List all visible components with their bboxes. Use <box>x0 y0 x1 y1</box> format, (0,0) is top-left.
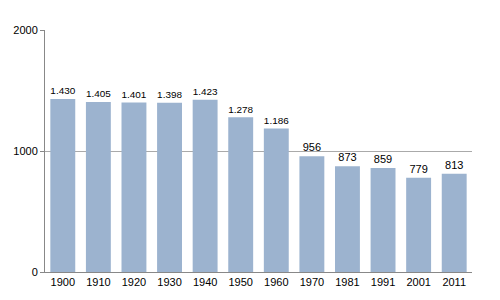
svg-text:813: 813 <box>445 159 463 171</box>
svg-text:1981: 1981 <box>335 276 359 288</box>
svg-text:1991: 1991 <box>371 276 395 288</box>
svg-text:1.401: 1.401 <box>122 89 147 100</box>
svg-text:779: 779 <box>409 163 427 175</box>
svg-text:1940: 1940 <box>193 276 217 288</box>
svg-text:1910: 1910 <box>86 276 110 288</box>
svg-text:1930: 1930 <box>157 276 181 288</box>
svg-text:1.405: 1.405 <box>86 88 111 99</box>
svg-text:2000: 2000 <box>13 24 37 36</box>
svg-text:1.186: 1.186 <box>264 115 289 126</box>
svg-text:2001: 2001 <box>406 276 430 288</box>
svg-text:1970: 1970 <box>300 276 324 288</box>
svg-text:1.430: 1.430 <box>50 85 75 96</box>
svg-text:2011: 2011 <box>442 276 466 288</box>
svg-text:873: 873 <box>338 151 356 163</box>
svg-text:1.278: 1.278 <box>228 104 253 115</box>
svg-text:1000: 1000 <box>13 145 37 157</box>
svg-text:0: 0 <box>32 266 38 278</box>
svg-text:1950: 1950 <box>228 276 252 288</box>
svg-text:1.423: 1.423 <box>193 86 218 97</box>
svg-text:859: 859 <box>374 153 392 165</box>
svg-text:956: 956 <box>303 141 321 153</box>
svg-text:1960: 1960 <box>264 276 288 288</box>
svg-text:1.398: 1.398 <box>157 89 182 100</box>
svg-text:1920: 1920 <box>122 276 146 288</box>
svg-text:1900: 1900 <box>51 276 75 288</box>
